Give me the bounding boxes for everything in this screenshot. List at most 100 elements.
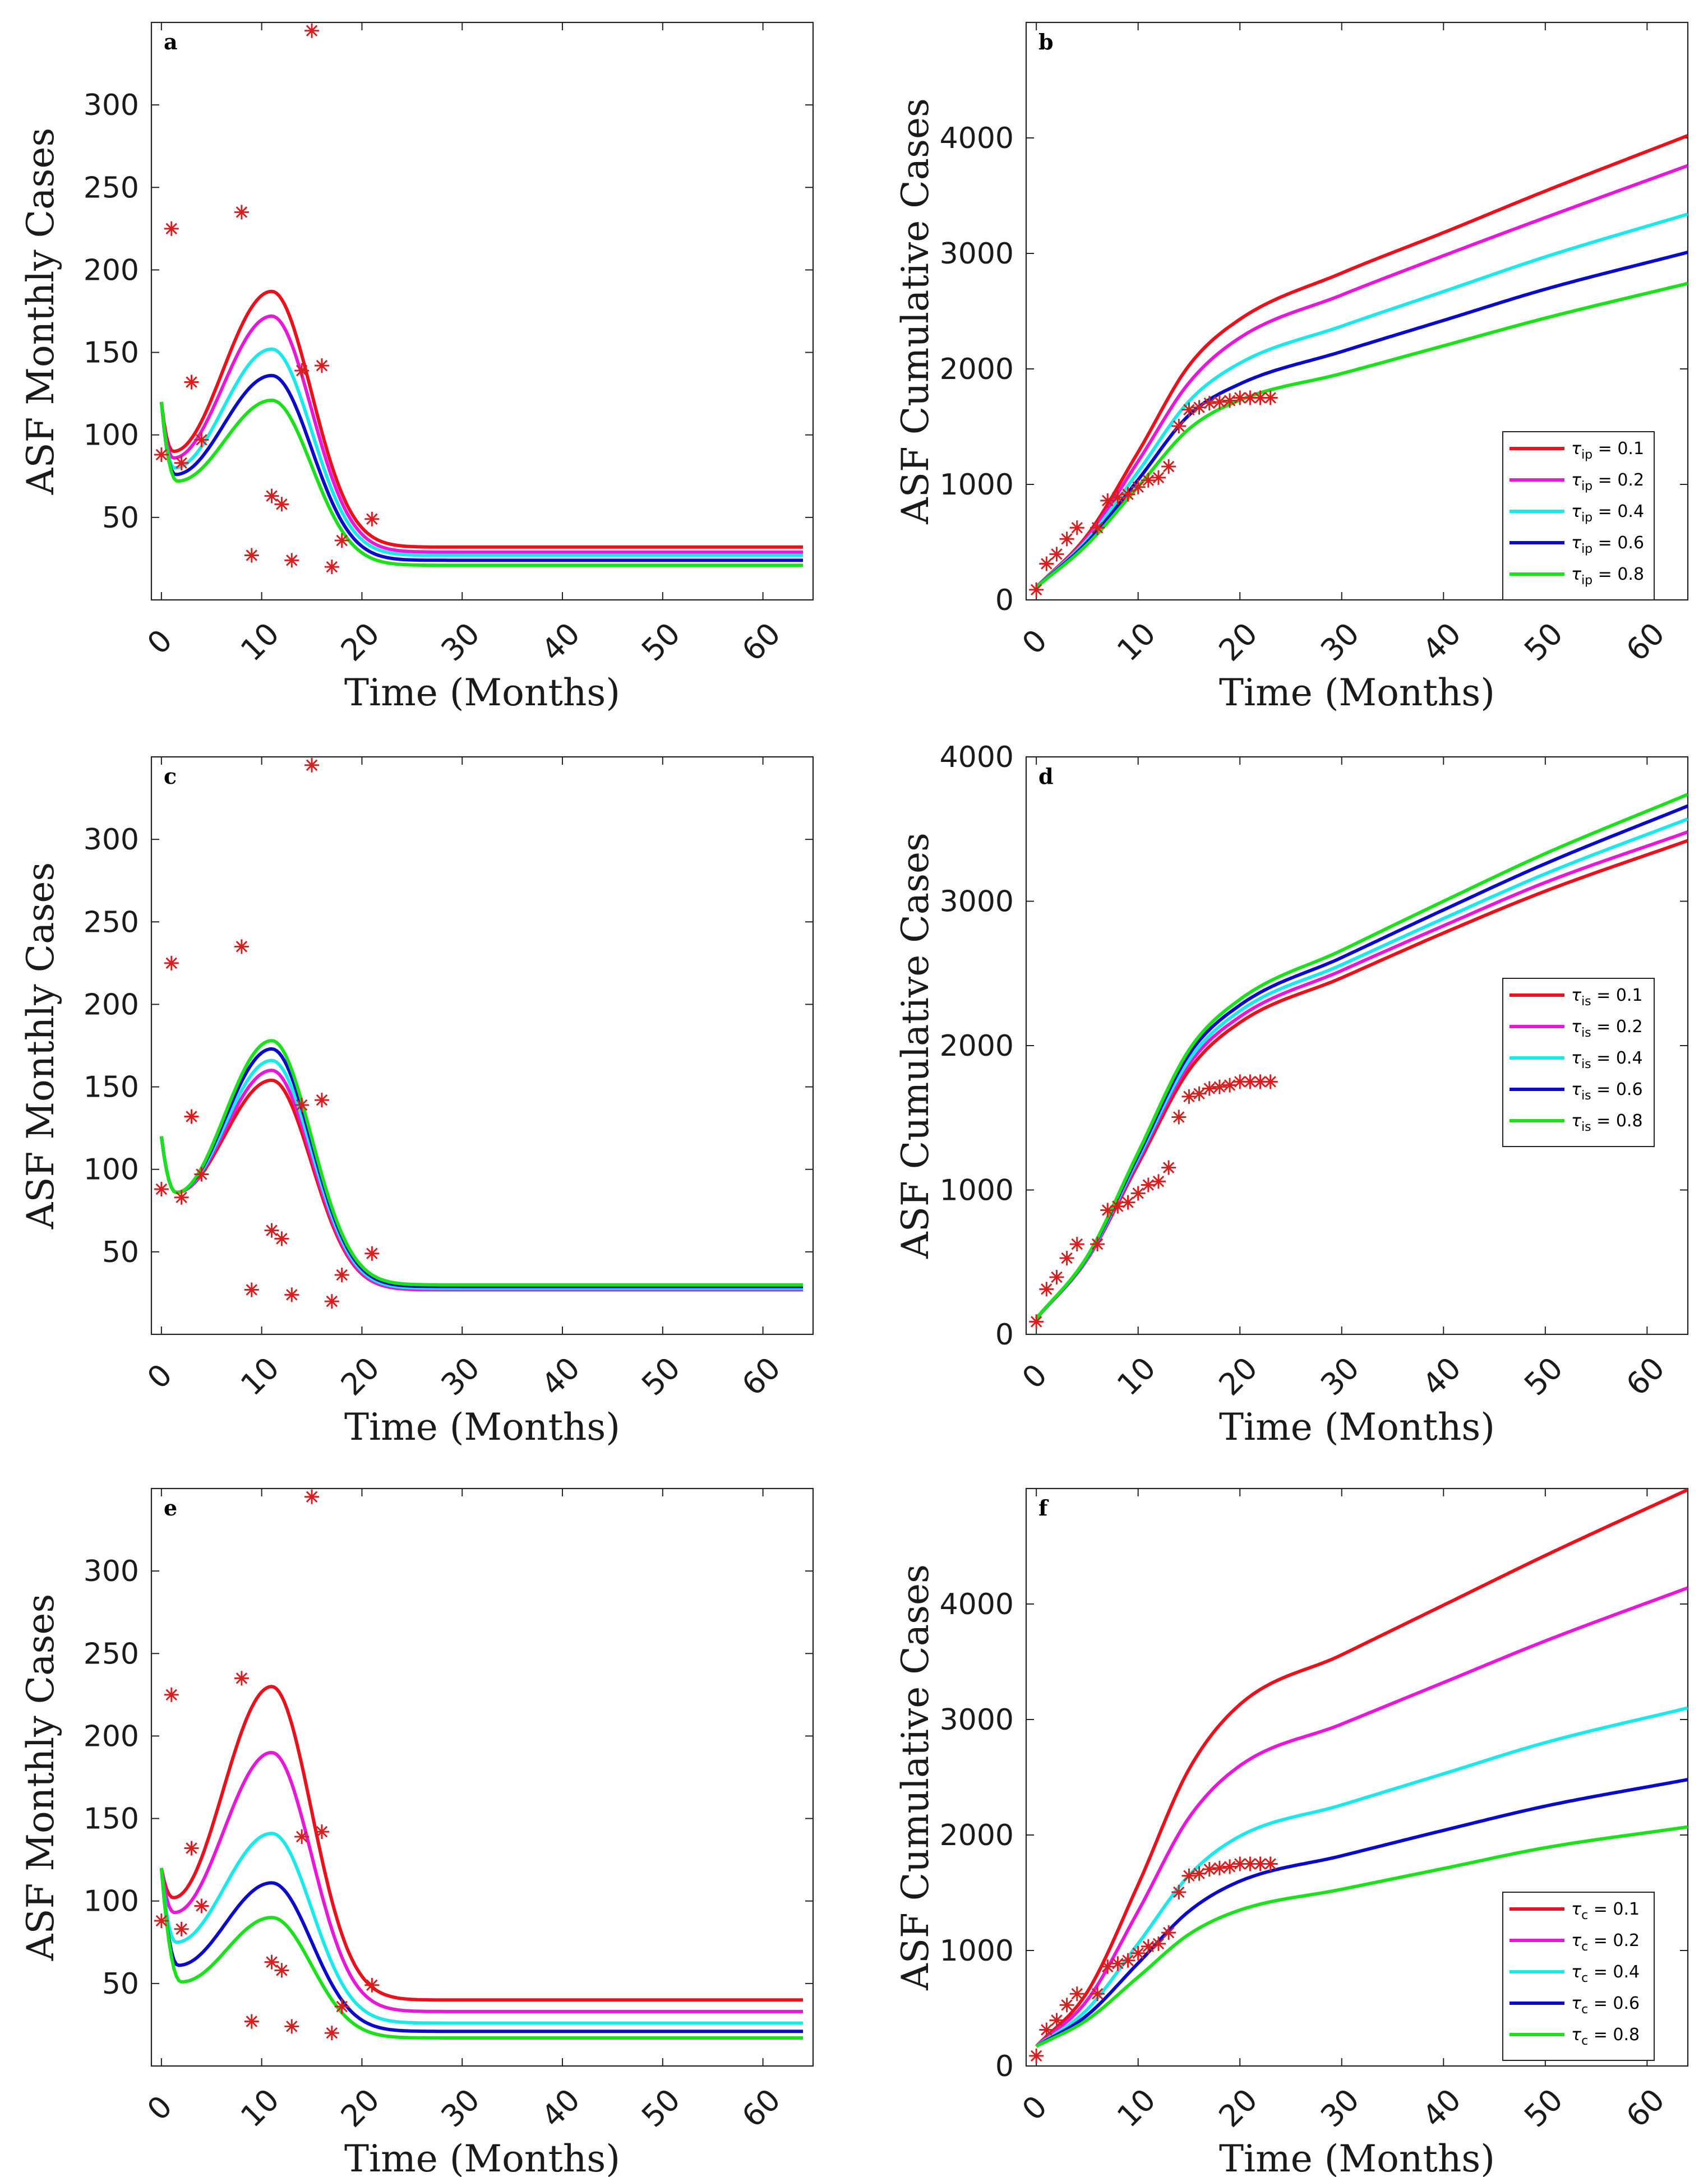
legend-box [1502, 978, 1655, 1147]
y-tick-label: 2000 [940, 353, 1014, 386]
observed-point [1181, 1089, 1197, 1104]
observed-point [1202, 1862, 1217, 1877]
observed-point [1181, 1868, 1197, 1883]
observed-point [1161, 1925, 1176, 1940]
observed-point [334, 533, 349, 548]
observed-point [1202, 396, 1217, 411]
series-line [159, 1685, 804, 2002]
observed-point [1141, 1939, 1156, 1954]
series-line [1035, 1489, 1688, 2048]
y-tick-label: 300 [84, 823, 139, 857]
y-tick-label: 50 [102, 1236, 139, 1269]
observed-point [1263, 390, 1278, 405]
series-line [1035, 1825, 1688, 2048]
observed-point [154, 1913, 169, 1929]
observed-point [1029, 1314, 1044, 1329]
y-axis-label: ASF Cumulative Cases [894, 98, 937, 525]
y-tick-label: 3000 [940, 1703, 1014, 1737]
observed-point [1049, 1270, 1064, 1285]
observed-point [234, 939, 249, 954]
observed-point [174, 455, 189, 470]
x-tick-label: 50 [635, 616, 687, 668]
x-tick-label: 20 [1212, 616, 1264, 668]
observed-point [1090, 1986, 1105, 2002]
observed-point [1212, 1079, 1227, 1094]
observed-point [1212, 1860, 1227, 1875]
y-tick-label: 0 [995, 2050, 1014, 2083]
x-tick-label: 30 [1314, 2082, 1366, 2134]
observed-point [1141, 473, 1156, 488]
observed-point [284, 1287, 299, 1302]
observed-point [1100, 1959, 1115, 1974]
plot-area [1035, 134, 1688, 589]
observed-point [294, 363, 310, 378]
y-tick-label: 100 [84, 419, 139, 452]
observed-point [1263, 1074, 1278, 1089]
legend-entry: τc = 0.2 [1571, 1931, 1640, 1954]
observed-point [164, 1687, 179, 1702]
observed-point [314, 1093, 329, 1108]
x-tick-label: 50 [635, 2082, 687, 2134]
legend-entry: τc = 0.6 [1571, 1994, 1640, 2017]
y-tick-label: 4000 [940, 122, 1014, 155]
series-line [159, 1868, 804, 2033]
y-tick-label: 150 [84, 1071, 139, 1104]
y-tick-label: 150 [84, 336, 139, 370]
observed-point [364, 511, 380, 526]
observed-point [1039, 1282, 1054, 1297]
observed-point [1029, 582, 1044, 597]
x-tick-label: 10 [234, 1350, 286, 1402]
axes-box [1025, 21, 1689, 601]
observed-point [244, 1282, 259, 1297]
observed-point [334, 1268, 349, 1283]
observed-point [184, 1109, 199, 1124]
series-line [1035, 281, 1688, 589]
observed-point [154, 1182, 169, 1197]
series-line [1035, 793, 1688, 1320]
observed-point [284, 2019, 299, 2034]
observed-point [1039, 556, 1054, 571]
legend-entry: τis = 0.2 [1571, 1017, 1643, 1040]
legend-box [1502, 1892, 1655, 2061]
x-tick-label: 10 [234, 616, 286, 668]
y-tick-label: 200 [84, 1720, 139, 1753]
y-tick-label: 250 [84, 1637, 139, 1671]
observed-point [154, 447, 169, 463]
observed-point [1171, 1110, 1187, 1125]
x-tick-label: 40 [534, 1350, 587, 1402]
x-tick-label: 20 [1212, 2082, 1264, 2134]
observed-point [264, 1223, 279, 1238]
x-tick-label: 20 [1212, 1350, 1264, 1402]
series-line [1035, 251, 1688, 589]
observed-point [234, 1671, 249, 1686]
legend-entry: τip = 0.4 [1571, 502, 1644, 525]
y-tick-label: 1000 [940, 1934, 1014, 1968]
legend-entry: τip = 0.8 [1571, 565, 1644, 588]
observed-point [1100, 493, 1115, 508]
legend-entry: τc = 0.8 [1571, 2025, 1640, 2048]
legend-box [1502, 431, 1655, 600]
observed-point [194, 432, 209, 447]
series-line [159, 398, 804, 567]
observed-point [1120, 1195, 1135, 1210]
x-tick-label: 10 [1110, 616, 1162, 668]
x-tick-label: 50 [1517, 2082, 1569, 2134]
x-tick-label: 0 [1015, 622, 1054, 661]
series-line [159, 1750, 804, 2013]
observed-point [1130, 1945, 1146, 1961]
y-tick-label: 1000 [940, 1174, 1014, 1208]
observed-point [1049, 547, 1064, 562]
x-tick-label: 60 [735, 2082, 787, 2134]
axes-box [150, 756, 814, 1335]
series-line [159, 373, 804, 562]
observed-point [1171, 1884, 1187, 1899]
observed-point [1069, 520, 1084, 535]
observed-point [1263, 1856, 1278, 1871]
x-tick-label: 0 [140, 622, 179, 661]
plot-area [1035, 793, 1688, 1320]
observed-point [314, 1824, 329, 1839]
observed-point [194, 1898, 209, 1913]
panel-f: 0 1000 2000 3000 4000 0 10 20 30 40 50 60 Time (Mont… [894, 1487, 1689, 2177]
observed-point [1059, 1251, 1074, 1266]
y-tick-label: 0 [995, 1318, 1014, 1352]
